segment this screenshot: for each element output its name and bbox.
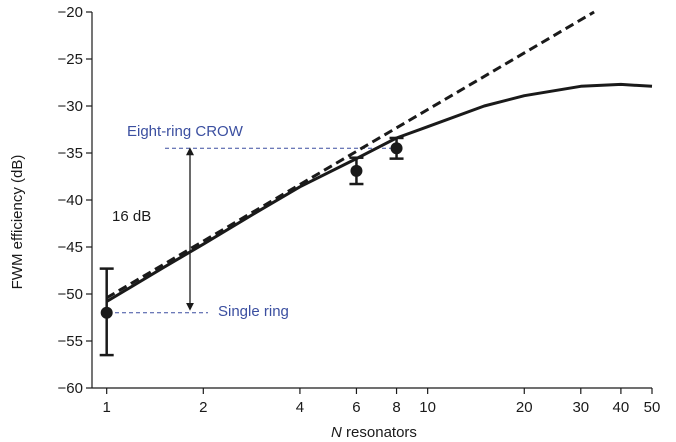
y-tick-label: −25 — [58, 51, 83, 68]
data-point — [350, 164, 363, 177]
x-axis-label-n: N — [331, 424, 342, 441]
x-tick-label: 1 — [103, 399, 111, 416]
y-tick-label: −45 — [58, 239, 83, 256]
axes: −60 −55 −50 −45 −40 −35 −30 −25 −20 1 2 4 6 8 10 20 30 40… — [58, 4, 661, 416]
y-tick-label: −40 — [58, 192, 83, 209]
eight-ring-label: Eight-ring CROW — [127, 123, 244, 140]
x-tick-label: 40 — [613, 399, 630, 416]
x-tick-label: 4 — [296, 399, 304, 416]
single-ring-label: Single ring — [218, 303, 289, 320]
x-tick-label: 8 — [392, 399, 400, 416]
y-axis-label: FWM efficiency (dB) — [9, 155, 26, 290]
y-tick-label: −35 — [58, 145, 83, 162]
x-tick-label: 6 — [352, 399, 360, 416]
difference-label: 16 dB — [112, 208, 151, 225]
y-tick-label: −30 — [58, 98, 83, 115]
reference-lines — [108, 147, 392, 314]
x-axis-label: N resonators — [331, 424, 417, 441]
data-point — [100, 306, 113, 319]
x-tick-label: 2 — [199, 399, 207, 416]
x-tick-label: 20 — [516, 399, 533, 416]
y-tick-label: −20 — [58, 4, 83, 21]
data-point — [390, 142, 403, 155]
x-tick-label: 10 — [419, 399, 436, 416]
x-axis-label-rest: resonators — [342, 424, 417, 441]
x-tick-label: 30 — [572, 399, 589, 416]
series-layer — [99, 10, 653, 357]
x-tick-label: 50 — [644, 399, 661, 416]
dashed-series-line — [105, 10, 595, 300]
annotations: Eight-ring CROW Single ring 16 dB — [112, 123, 289, 320]
solid-series-line — [105, 82, 653, 303]
y-tick-label: −55 — [58, 333, 83, 350]
y-tick-label: −60 — [58, 380, 83, 397]
y-tick-label: −50 — [58, 286, 83, 303]
